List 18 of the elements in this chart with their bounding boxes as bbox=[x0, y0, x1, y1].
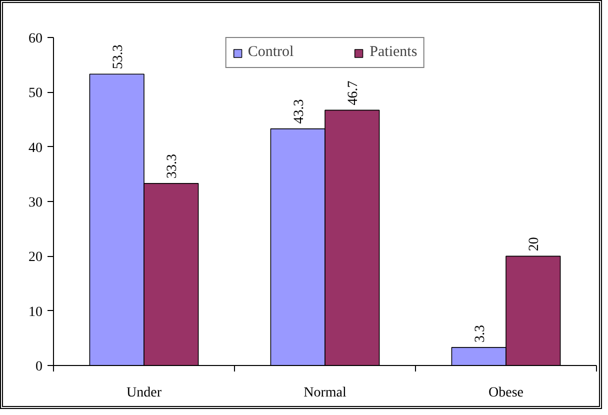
data-label: 53.3 bbox=[110, 44, 126, 70]
y-tick-label: 60 bbox=[28, 32, 42, 46]
data-label: 46.7 bbox=[346, 80, 362, 106]
x-tick-label: Obese bbox=[488, 386, 524, 400]
y-tick-label: 20 bbox=[28, 250, 42, 266]
y-tick-label: 10 bbox=[28, 304, 42, 320]
y-tick-label: 0 bbox=[36, 360, 42, 374]
x-tick-label: Under bbox=[126, 386, 162, 400]
y-tick-label: 50 bbox=[28, 86, 42, 102]
x-tick-label: Normal bbox=[304, 386, 346, 400]
legend-label: Control bbox=[248, 44, 294, 61]
data-label: 43.3 bbox=[292, 99, 307, 124]
y-tick-label: 30 bbox=[28, 196, 42, 210]
data-label: 33.3 bbox=[165, 154, 180, 178]
data-label: 3.3 bbox=[472, 324, 488, 342]
legend-label: Patients bbox=[370, 44, 418, 61]
data-label: 20 bbox=[527, 237, 542, 252]
y-tick-label: 40 bbox=[28, 140, 42, 156]
